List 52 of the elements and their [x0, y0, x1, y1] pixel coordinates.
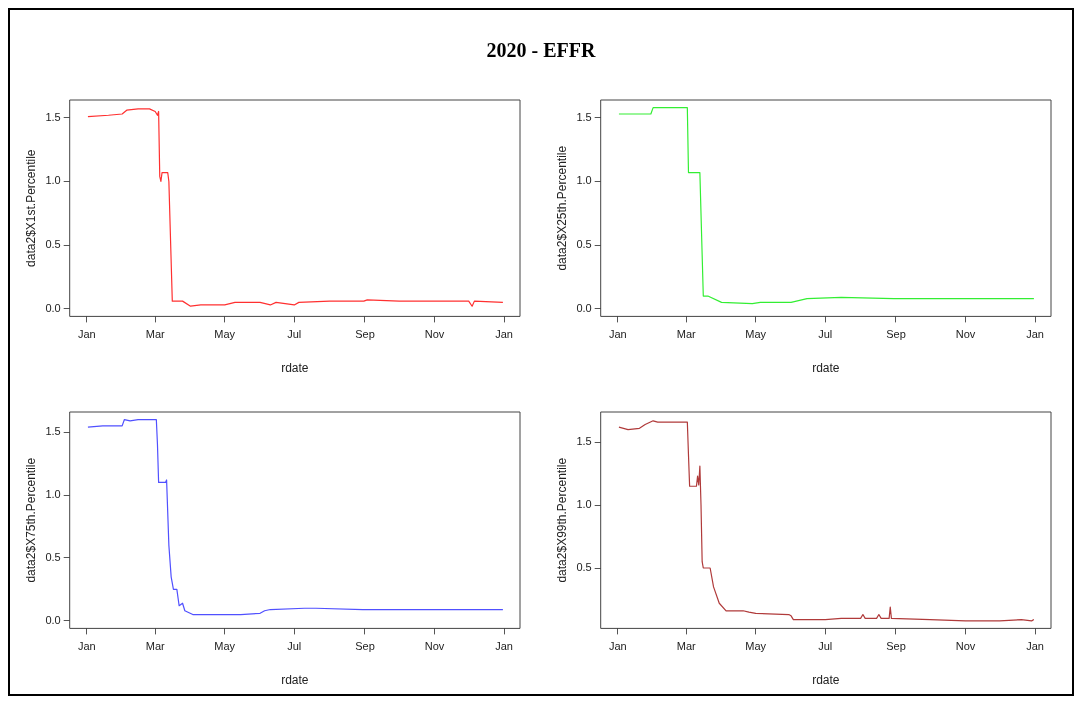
- y-tick-label: 0.0: [45, 301, 61, 314]
- y-tick-label: 0.5: [45, 550, 61, 563]
- x-tick-label: May: [745, 328, 767, 341]
- x-axis-title: rdate: [281, 361, 309, 376]
- x-tick-label: Jan: [608, 328, 627, 341]
- x-tick-label: May: [214, 328, 236, 341]
- x-tick-label: Jul: [818, 328, 833, 341]
- x-tick-label: Jul: [818, 640, 833, 653]
- x-tick-label: Jan: [495, 640, 513, 653]
- y-tick-label: 0.5: [576, 561, 592, 574]
- x-tick-label: Sep: [886, 328, 906, 341]
- y-tick-label: 1.5: [576, 435, 592, 448]
- y-tick-label: 1.5: [576, 110, 592, 123]
- y-tick-label: 0.5: [45, 238, 61, 251]
- x-tick-label: Jul: [287, 328, 302, 341]
- x-tick-label: Jan: [1026, 328, 1044, 341]
- x-axis-title: rdate: [812, 361, 840, 376]
- y-axis-title: data2$X1st.Percentile: [23, 149, 38, 267]
- y-tick-label: 1.0: [45, 488, 61, 501]
- y-axis-title: data2$X25th.Percentile: [554, 145, 569, 271]
- y-axis-title: data2$X75th.Percentile: [23, 457, 38, 583]
- y-tick-label: 0.5: [576, 238, 592, 251]
- x-tick-label: Mar: [676, 640, 696, 653]
- x-tick-label: Sep: [886, 640, 906, 653]
- x-axis-title: rdate: [281, 673, 309, 688]
- chart-title: 2020 - EFFR: [486, 38, 596, 62]
- x-tick-label: Nov: [424, 640, 445, 653]
- x-tick-label: Mar: [145, 640, 165, 653]
- x-tick-label: Jan: [608, 640, 627, 653]
- y-tick-label: 0.0: [45, 613, 61, 626]
- x-axis-title: rdate: [812, 673, 840, 688]
- x-tick-label: Sep: [355, 328, 375, 341]
- x-tick-label: Mar: [145, 328, 165, 341]
- x-tick-label: Jul: [287, 640, 302, 653]
- y-tick-label: 1.0: [576, 498, 592, 511]
- x-tick-label: Nov: [955, 640, 976, 653]
- x-tick-label: Jan: [1026, 640, 1044, 653]
- y-tick-label: 1.5: [45, 110, 61, 123]
- x-tick-label: Mar: [676, 328, 696, 341]
- y-tick-label: 0.0: [576, 301, 592, 314]
- y-tick-label: 1.0: [576, 174, 592, 187]
- x-tick-label: Jan: [77, 328, 96, 341]
- x-tick-label: Nov: [424, 328, 445, 341]
- y-tick-label: 1.5: [45, 425, 61, 438]
- x-tick-label: Jan: [77, 640, 96, 653]
- x-tick-label: Nov: [955, 328, 976, 341]
- y-axis-title: data2$X99th.Percentile: [554, 457, 569, 583]
- x-tick-label: Jan: [495, 328, 513, 341]
- y-tick-label: 1.0: [45, 174, 61, 187]
- x-tick-label: May: [745, 640, 767, 653]
- x-tick-label: May: [214, 640, 236, 653]
- x-tick-label: Sep: [355, 640, 375, 653]
